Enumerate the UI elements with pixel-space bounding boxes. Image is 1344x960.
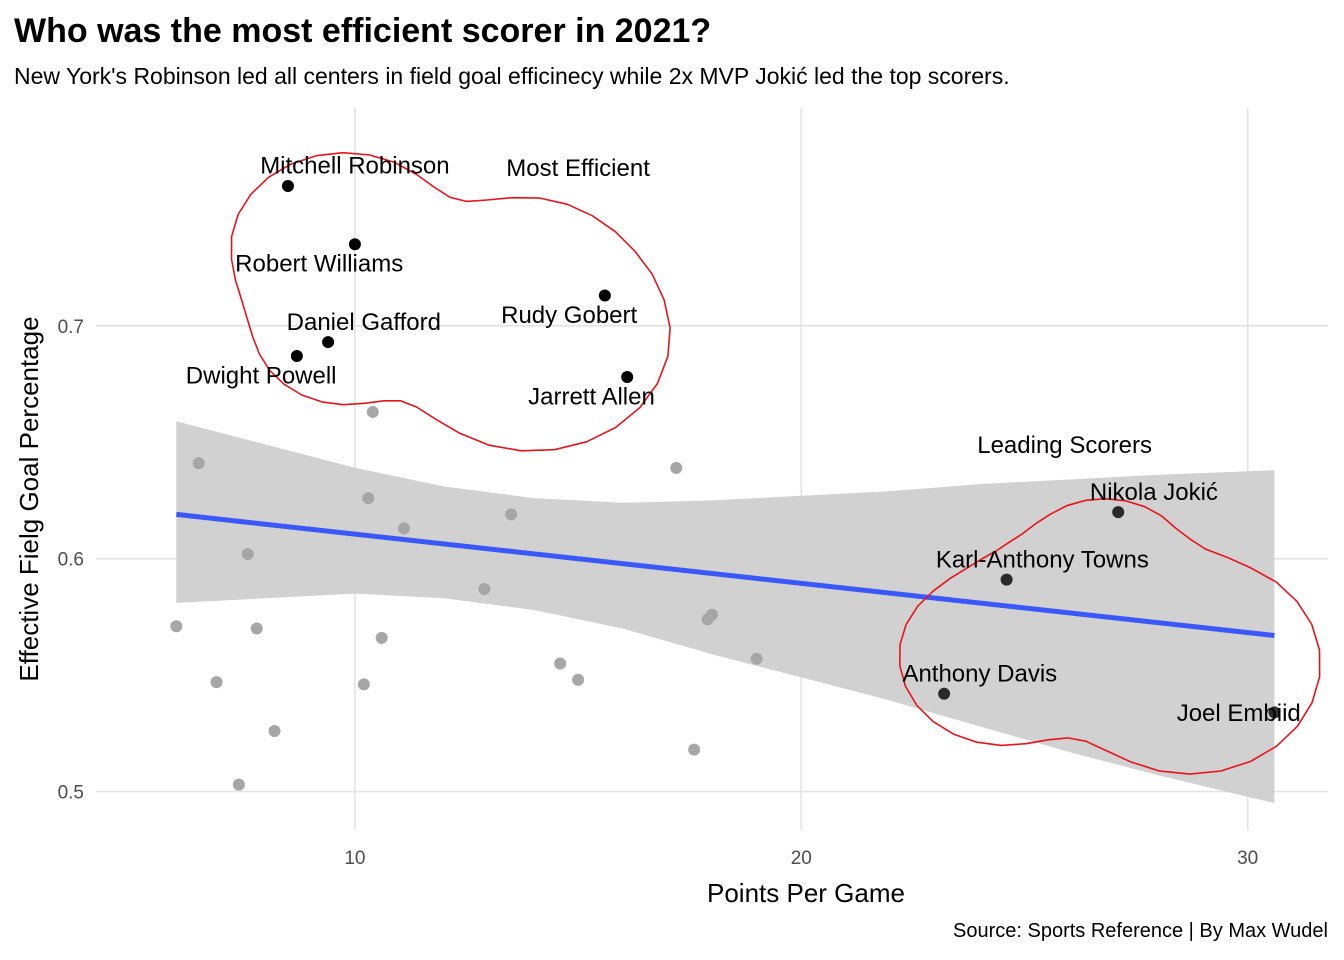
annotation-most-efficient: Most Efficient (506, 155, 650, 182)
other-player-point-1 (170, 620, 183, 633)
player-point-rudy-gobert (598, 289, 611, 302)
chart-subtitle: New York's Robinson led all centers in f… (14, 63, 1010, 89)
other-player-point-6 (250, 622, 263, 635)
y-tick-label-0-7: 0.7 (58, 317, 84, 338)
player-label-joel-embiid: Joel Embiid (1177, 700, 1301, 727)
player-label-anthony-davis: Anthony Davis (902, 660, 1057, 687)
player-label-karl-anthony-towns: Karl-Anthony Towns (936, 546, 1149, 573)
player-point-jarrett-allen (621, 371, 634, 384)
group-outline-most-efficient (230, 151, 671, 452)
y-tick-label-0-5: 0.5 (58, 783, 84, 804)
other-player-point-4 (232, 778, 245, 791)
player-label-nikola-jokic: Nikola Jokić (1090, 479, 1218, 506)
player-point-mitchell-robinson (281, 180, 294, 193)
x-tick-label-30: 30 (1237, 848, 1258, 869)
player-label-jarrett-allen: Jarrett Allen (528, 383, 655, 410)
player-point-daniel-gafford (322, 336, 335, 349)
player-point-nikola-jokic (1112, 506, 1125, 519)
other-player-point-20 (706, 608, 718, 621)
player-label-rudy-gobert: Rudy Gobert (501, 302, 637, 329)
y-axis-title: Effective Fielg Goal Percentage (14, 316, 44, 681)
trend-line-layer (176, 511, 1275, 639)
annotations-layer: Most Efficient Leading Scorers (506, 155, 1152, 459)
group-outline-leading-scorers (899, 497, 1321, 775)
other-player-point-7 (268, 725, 281, 738)
confidence-band-layer (176, 421, 1275, 804)
player-label-robert-williams: Robert Williams (235, 251, 403, 278)
other-player-point-15 (554, 657, 567, 670)
other-player-point-5 (241, 548, 254, 561)
player-point-robert-williams (348, 238, 361, 251)
confidence-band (176, 421, 1275, 804)
other-player-point-10 (366, 405, 379, 418)
player-point-anthony-davis (938, 687, 951, 700)
player-point-dwight-powell (290, 350, 303, 363)
other-player-point-18 (688, 743, 701, 756)
player-point-karl-anthony-towns (1000, 573, 1013, 586)
annotation-leading-scorers: Leading Scorers (977, 432, 1152, 459)
other-player-point-11 (375, 631, 388, 644)
other-player-point-14 (505, 508, 518, 521)
other-player-point-9 (362, 492, 375, 505)
chart-caption: Source: Sports Reference | By Max Wudel (953, 920, 1328, 942)
other-player-point-16 (572, 673, 585, 686)
x-tick-label-10: 10 (344, 848, 365, 869)
x-tick-label-20: 20 (791, 848, 812, 869)
y-tick-label-0-6: 0.6 (58, 550, 84, 571)
x-axis-title: Points Per Game (707, 878, 905, 908)
player-label-mitchell-robinson: Mitchell Robinson (260, 153, 449, 180)
player-labels-layer: Mitchell Robinson Robert Williams Rudy Gob… (186, 153, 1301, 727)
other-player-point-17 (670, 461, 683, 474)
group-outline-layer (230, 151, 1321, 775)
other-player-point-2 (192, 457, 205, 470)
trend-line (176, 511, 1275, 639)
player-label-dwight-powell: Dwight Powell (186, 362, 337, 389)
axes-layer: 10 20 30 0.5 0.6 0.7 Points Per Game Effective … (14, 316, 1258, 908)
player-label-daniel-gafford: Daniel Gafford (287, 309, 441, 336)
chart-title: Who was the most efficient scorer in 202… (14, 12, 712, 50)
other-player-point-12 (398, 522, 410, 535)
player-point-joel-embiid (1268, 706, 1281, 719)
other-player-point-13 (478, 582, 491, 595)
other-players-layer (170, 405, 763, 791)
other-player-point-3 (210, 676, 223, 689)
labeled-players-layer (281, 180, 1281, 719)
other-player-point-21 (750, 652, 763, 665)
other-player-point-8 (357, 678, 370, 691)
